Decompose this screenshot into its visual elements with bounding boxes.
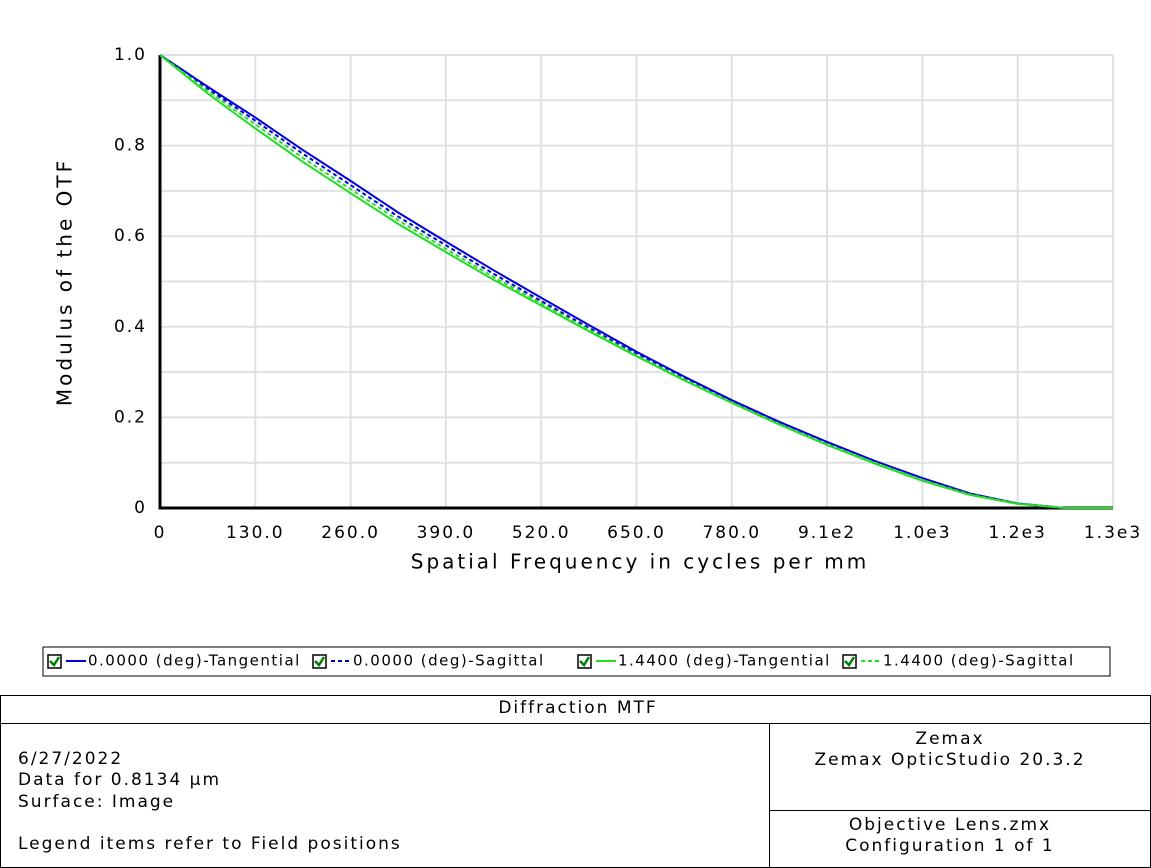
legend-label: 0.0000 (deg)-Sagittal — [353, 652, 545, 670]
y-tick-label: 0.8 — [114, 136, 147, 156]
x-tick-label: 1.2e3 — [989, 523, 1047, 543]
y-tick-label: 0.6 — [114, 226, 147, 246]
x-tick-label: 1.0e3 — [893, 523, 951, 543]
x-tick-label: 130.0 — [226, 523, 285, 543]
legend-check — [314, 656, 326, 667]
legend: 0.0000 (deg)-Tangential 0.0000 (deg)-Sagi… — [47, 652, 1075, 670]
series-line — [159, 54, 1113, 509]
x-tick-label: 780.0 — [702, 523, 761, 543]
info-text: Zemax — [915, 729, 984, 749]
info-text: Zemax OpticStudio 20.3.2 — [814, 750, 1085, 770]
info-text: Legend items refer to Field positions — [18, 834, 402, 854]
legend-label: 1.4400 (deg)-Tangential — [618, 652, 831, 670]
x-tick-label: 0 — [154, 523, 167, 543]
legend-label: 1.4400 (deg)-Sagittal — [883, 652, 1075, 670]
info-text: Surface: Image — [18, 792, 175, 812]
y-tick-label: 0.4 — [114, 317, 147, 337]
y-tick-label: 0.2 — [114, 407, 147, 427]
legend-check — [579, 656, 591, 667]
info-text: 6/27/2022 — [18, 749, 123, 769]
x-axis-label: Spatial Frequency in cycles per mm — [411, 550, 870, 574]
x-tick-label: 390.0 — [417, 523, 476, 543]
y-tick-label: 1.0 — [114, 45, 147, 65]
x-tick-label: 650.0 — [607, 523, 666, 543]
legend-check — [49, 656, 61, 667]
y-axis-label: Modulus of the OTF — [53, 158, 77, 406]
legend-box — [42, 646, 1111, 677]
x-tick-label: 520.0 — [512, 523, 571, 543]
x-tick-label: 260.0 — [321, 523, 380, 543]
x-tick-label: 1.3e3 — [1084, 523, 1142, 543]
series-line — [159, 54, 1113, 509]
info-text: Data for 0.8134 µm — [18, 770, 221, 790]
plot: 0 0.2 0.4 0.6 0.8 1.0 0 130.0 260.0 390.0 520.0 650… — [114, 45, 1142, 543]
x-tick-label: 9.1e2 — [798, 523, 856, 543]
series-line — [159, 54, 1113, 509]
series-line — [159, 54, 1113, 509]
legend-label: 0.0000 (deg)-Tangential — [88, 652, 301, 670]
info-text: Objective Lens.zmx — [849, 815, 1051, 835]
y-tick-label: 0 — [134, 498, 147, 518]
info-title: Diffraction MTF — [498, 698, 657, 718]
legend-check — [844, 656, 856, 667]
info-text: Configuration 1 of 1 — [845, 836, 1055, 856]
